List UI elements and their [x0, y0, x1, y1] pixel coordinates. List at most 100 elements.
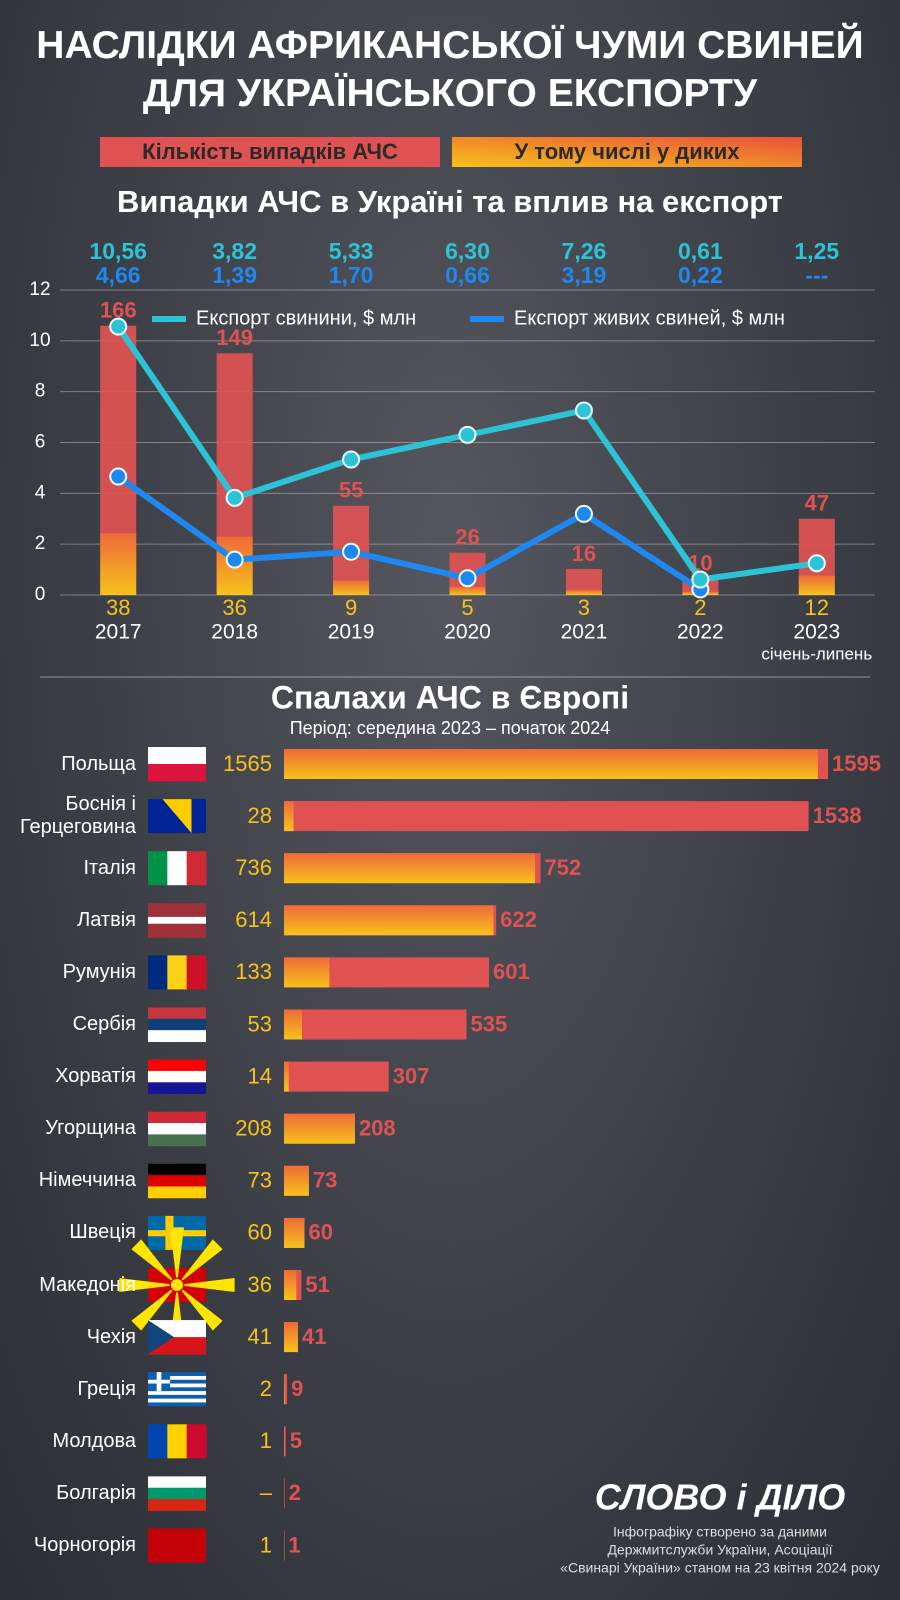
flag-part — [186, 1424, 207, 1459]
data-label: 38 — [106, 595, 130, 620]
y-tick-label: 2 — [35, 533, 46, 554]
value-label: --- — [805, 262, 828, 288]
bar-part — [333, 580, 370, 595]
chart-title: Спалахи АЧС в Європі — [271, 679, 629, 715]
flag-part — [148, 955, 168, 990]
page-title: НАСЛІДКИ АФРИКАНСЬКОЇ ЧУМИ СВИНЕЙ ДЛЯ УК… — [36, 24, 864, 115]
source-line: Інфографіку створено за даними — [613, 1524, 827, 1540]
category-label: Швеція — [69, 1221, 136, 1244]
flag-part — [167, 1424, 188, 1459]
logo: СЛОВО і ДІЛО — [595, 1477, 846, 1518]
data-label: 73 — [248, 1168, 272, 1193]
category-label: Італія — [83, 856, 136, 879]
data-label: 51 — [305, 1272, 329, 1297]
data-label: – — [260, 1480, 273, 1505]
value-label: 1,25 — [794, 238, 839, 264]
bar-part — [798, 575, 835, 595]
value-label: 0,61 — [678, 238, 723, 264]
data-label: 1538 — [813, 803, 862, 828]
flag-part — [148, 1111, 206, 1124]
flag-part — [148, 916, 206, 925]
flag-part — [148, 1134, 206, 1147]
x-tick-label: 2023 — [793, 621, 840, 644]
flag-part — [167, 955, 188, 990]
bar-part — [284, 1009, 303, 1040]
value-label: 3,82 — [212, 238, 257, 264]
x-tick-label: 2017 — [95, 621, 142, 644]
flag-part — [148, 1007, 206, 1020]
bar — [284, 1061, 389, 1092]
category-label: Молдова — [52, 1429, 136, 1452]
flag-part — [148, 923, 206, 931]
flag-part — [186, 851, 207, 886]
bar-part — [565, 590, 602, 595]
data-label: 41 — [248, 1324, 272, 1349]
data-label: 36 — [222, 595, 246, 620]
flag-part — [148, 1123, 206, 1135]
legend-label: Експорт живих свиней, $ млн — [514, 307, 785, 329]
category-label: Чехія — [86, 1325, 136, 1348]
flag-part — [148, 1320, 175, 1355]
category-label: Хорватія — [55, 1065, 136, 1088]
data-label: 307 — [393, 1063, 430, 1088]
flag-part — [148, 747, 206, 765]
chart-subtitle: Період: середина 2023 – початок 2024 — [290, 718, 611, 738]
bar — [284, 1478, 285, 1509]
flag-part — [148, 1186, 206, 1199]
bar-part — [284, 1113, 355, 1144]
data-label: 1 — [260, 1532, 272, 1557]
y-tick-label: 0 — [35, 584, 46, 605]
data-label: 9 — [291, 1376, 303, 1401]
y-tick-label: 10 — [29, 330, 50, 351]
category-label: Македонія — [39, 1273, 136, 1296]
flag-part — [131, 1285, 177, 1331]
flag-part — [148, 1070, 206, 1083]
bar-part — [284, 1061, 289, 1092]
category-label: Румунія — [62, 960, 136, 983]
category-label: Сербія — [72, 1013, 136, 1035]
data-label: 752 — [545, 855, 582, 880]
flag-part — [148, 1082, 206, 1095]
data-label: 149 — [216, 325, 253, 350]
data-label: 36 — [248, 1272, 272, 1297]
data-label: 2 — [289, 1480, 301, 1505]
bar-part — [449, 586, 486, 595]
line-point — [109, 467, 128, 486]
data-label: 622 — [500, 907, 537, 932]
chart-title: Випадки АЧС в Україні та вплив на експор… — [117, 184, 783, 219]
line-point — [807, 554, 826, 573]
bar — [284, 1426, 286, 1457]
value-label: 0,66 — [445, 262, 490, 288]
bar-part — [284, 1374, 285, 1405]
category-label: Польща — [61, 752, 136, 775]
line — [116, 474, 702, 592]
flag-part — [148, 910, 206, 918]
y-tick-label: 8 — [35, 381, 46, 402]
flag-part — [131, 1239, 177, 1285]
flag-part — [177, 1278, 235, 1292]
data-label: 60 — [308, 1220, 332, 1245]
data-label: 1 — [288, 1532, 300, 1557]
x-tick-label: 2019 — [328, 621, 375, 644]
line-point — [109, 317, 128, 336]
value-label: 10,56 — [89, 238, 147, 264]
line-point — [225, 488, 244, 507]
data-label: 55 — [339, 478, 363, 503]
flag-part — [148, 1030, 206, 1042]
flag-part — [148, 930, 206, 938]
category-label: Німеччина — [38, 1169, 136, 1192]
data-label: 601 — [493, 959, 530, 984]
data-label: 2 — [694, 595, 706, 620]
flag-part — [167, 851, 188, 886]
data-label: 208 — [359, 1116, 396, 1141]
y-tick-label: 6 — [35, 432, 46, 453]
flag-part — [177, 1285, 223, 1331]
value-label: 1,70 — [329, 262, 374, 288]
flag-part — [148, 1375, 206, 1380]
bar-part — [284, 905, 494, 936]
data-label: 2 — [260, 1376, 272, 1401]
line-point — [458, 569, 477, 588]
category-label: Греція — [77, 1377, 136, 1400]
